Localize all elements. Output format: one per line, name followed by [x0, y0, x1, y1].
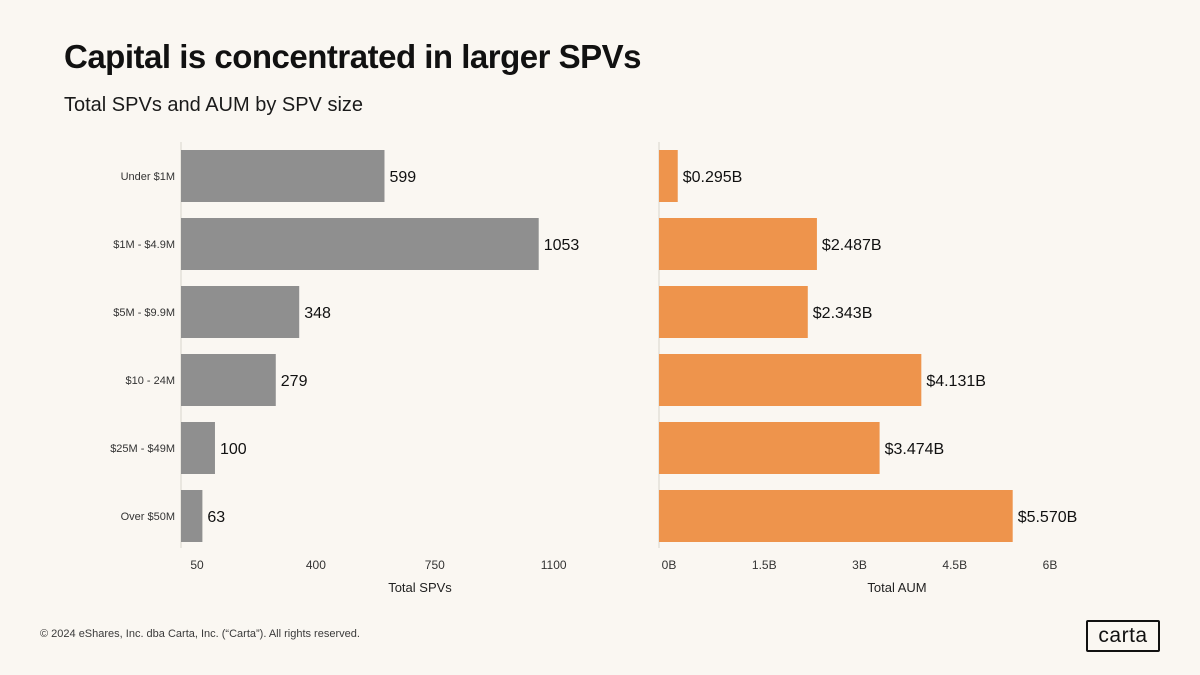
spv-bar-2 [181, 286, 300, 338]
aum-value-label-2: $2.343B [813, 305, 873, 322]
spv-tick-label-2: 750 [425, 558, 445, 572]
spv-value-label-2: 348 [304, 305, 331, 322]
chart-title: Capital is concentrated in larger SPVs [64, 38, 642, 75]
chart-subtitle: Total SPVs and AUM by SPV size [64, 94, 364, 116]
aum-tick-label-3: 4.5B [942, 558, 967, 572]
aum-bar-3 [659, 354, 922, 406]
aum-bar-2 [659, 286, 808, 338]
category-label-1: $1M - $4.9M [113, 239, 175, 251]
aum-value-label-1: $2.487B [822, 237, 882, 254]
aum-tick-label-2: 3B [852, 558, 867, 572]
spv-bar-3 [181, 354, 276, 406]
aum-value-label-0: $0.295B [683, 169, 743, 186]
spv-value-label-0: 599 [389, 169, 416, 186]
spv-value-label-4: 100 [220, 441, 247, 458]
spv-value-label-1: 1053 [544, 237, 580, 254]
category-label-4: $25M - $49M [110, 443, 175, 455]
copyright-notice: © 2024 eShares, Inc. dba Carta, Inc. (“C… [40, 628, 360, 640]
aum-value-label-4: $3.474B [885, 441, 945, 458]
category-label-3: $10 - 24M [125, 375, 175, 387]
aum-bar-5 [659, 490, 1013, 542]
spv-tick-label-0: 50 [190, 558, 204, 572]
spv-bar-4 [181, 422, 215, 474]
aum-tick-label-4: 6B [1043, 558, 1058, 572]
carta-logo: carta [1086, 620, 1160, 652]
spv-bar-0 [181, 150, 385, 202]
aum-bar-1 [659, 218, 817, 270]
category-label-2: $5M - $9.9M [113, 307, 175, 319]
spv-bar-5 [181, 490, 203, 542]
aum-value-label-5: $5.570B [1018, 509, 1078, 526]
aum-bar-4 [659, 422, 880, 474]
aum-axis-title: Total AUM [867, 580, 926, 595]
spv-tick-label-1: 400 [306, 558, 326, 572]
aum-tick-label-0: 0B [662, 558, 677, 572]
category-label-5: Over $50M [121, 511, 175, 523]
category-label-0: Under $1M [121, 171, 175, 183]
aum-value-label-3: $4.131B [926, 373, 986, 390]
aum-tick-label-1: 1.5B [752, 558, 777, 572]
spv-bar-1 [181, 218, 539, 270]
spv-value-label-5: 63 [207, 509, 225, 526]
spv-axis-title: Total SPVs [388, 580, 452, 595]
spv-value-label-3: 279 [281, 373, 308, 390]
spv-tick-label-3: 1100 [541, 558, 567, 572]
aum-bar-0 [659, 150, 678, 202]
